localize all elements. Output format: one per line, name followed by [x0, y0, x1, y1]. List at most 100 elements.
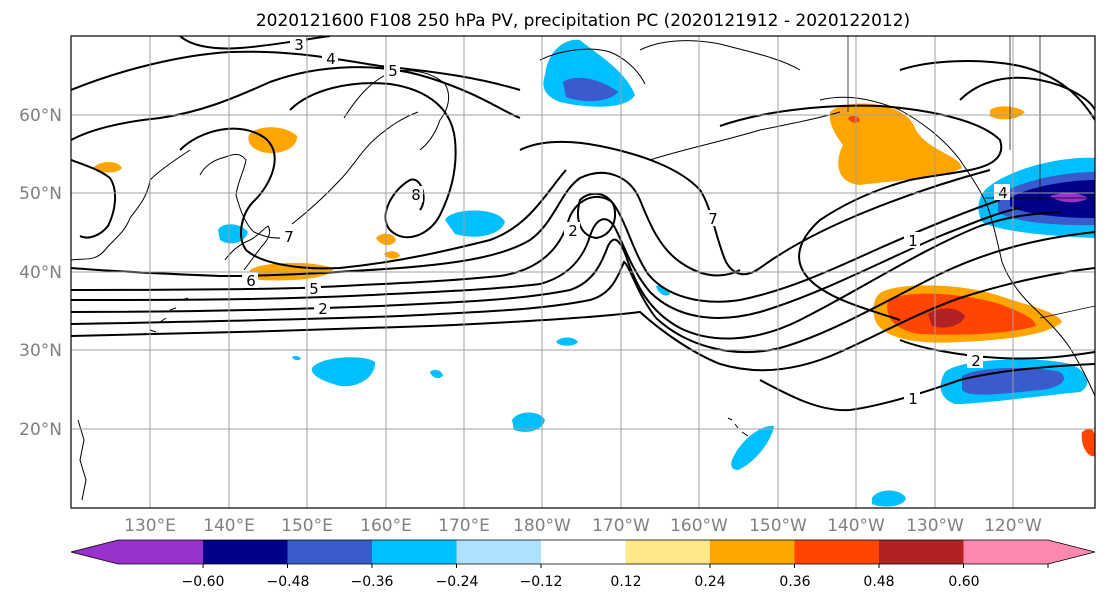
lon-label: 150°W	[749, 516, 807, 536]
colorbar-segment	[794, 540, 880, 564]
colorbar-outline	[70, 539, 1096, 565]
coast-ryukyu	[149, 297, 189, 333]
colorbar-tick-labels: −0.60 −0.48 −0.36 −0.24 −0.12 0.12 0.24 …	[182, 574, 980, 590]
pv-contour-4	[71, 50, 521, 91]
coast-kuril-kamchatka	[291, 111, 419, 225]
precip-blob-japan-north	[248, 127, 298, 154]
colorbar: −0.60 −0.48 −0.36 −0.24 −0.12 0.12 0.24 …	[70, 539, 1096, 590]
border-us-mexico	[1039, 305, 1095, 319]
pv-contour-7	[179, 127, 567, 270]
pv-contours	[71, 36, 1095, 412]
precip-blob-west-pacific-2	[430, 369, 443, 379]
precip-blob-small-2	[384, 251, 400, 259]
pv-contour-1-upper	[71, 267, 1095, 372]
lon-label: 130°W	[906, 516, 964, 536]
pv-contour-west	[71, 159, 116, 239]
precip-blob-kamchatka-core	[563, 77, 618, 102]
contour-label: 7	[708, 210, 718, 228]
pv-contour-6	[71, 172, 741, 278]
colorbar-segment	[710, 540, 795, 564]
contour-label: 6	[246, 272, 256, 290]
colorbar-segments	[71, 540, 1095, 564]
colorbar-segment	[963, 540, 1095, 564]
lon-label: 120°W	[984, 516, 1042, 536]
lon-label: 140°W	[827, 516, 885, 536]
coast-sea-of-okhotsk	[199, 153, 291, 239]
precip-blob-mexico	[1081, 428, 1095, 457]
precip-blob-pacific-nw-core	[1010, 180, 1095, 218]
lat-label: 20°N	[19, 420, 62, 440]
contour-label: 5	[388, 62, 398, 80]
lon-label: 150°E	[281, 516, 333, 536]
map-panel: 3 4 5 8 7 6 5 2 2 7 1	[70, 35, 1096, 509]
colorbar-segment	[203, 540, 288, 564]
colorbar-segment	[456, 540, 542, 564]
border-provinces	[1009, 36, 1041, 200]
contour-label: 8	[411, 186, 421, 204]
precip-blob-west	[93, 162, 122, 173]
coast-hawaii	[727, 417, 749, 437]
gridlines	[71, 36, 1095, 508]
colorbar-tick-label: −0.24	[436, 574, 479, 590]
colorbar-segment	[541, 540, 626, 564]
contour-label: 1	[908, 390, 918, 408]
coast-chukotka	[539, 48, 646, 85]
longitude-labels: 130°E 140°E 150°E 160°E 170°E 180°W 170°…	[124, 516, 1042, 536]
lon-label: 180°W	[513, 516, 571, 536]
pv-contour-5	[71, 66, 521, 141]
map-frame	[70, 35, 1096, 509]
lat-label: 30°N	[19, 341, 62, 361]
precip-blob-gulf-alaska-core	[848, 115, 860, 123]
latitude-labels: 60°N 50°N 40°N 30°N 20°N	[19, 106, 62, 440]
colorbar-segment	[71, 540, 203, 564]
pv-contour-ne	[899, 60, 1095, 121]
coast-west-us	[989, 213, 1095, 397]
precip-blob-mid-pacific	[445, 210, 505, 237]
coast-alaska-bc	[819, 96, 991, 215]
lon-label: 170°E	[438, 516, 490, 536]
lon-label: 160°W	[670, 516, 728, 536]
contour-label: 7	[284, 228, 294, 246]
precip-shading	[93, 39, 1095, 507]
pv-contour-5b	[71, 195, 1001, 303]
precip-blob-bc-coast	[990, 106, 1025, 120]
figure-title: 2020121600 F108 250 hPa PV, precipitatio…	[256, 11, 910, 31]
colorbar-segment	[287, 540, 373, 564]
colorbar-tick-label: 0.24	[694, 574, 725, 590]
colorbar-tick-label: 0.60	[948, 574, 979, 590]
pv-contour-2	[71, 231, 1095, 354]
precip-blob-west-pacific-1	[311, 357, 376, 387]
contour-label: 1	[908, 232, 918, 250]
pv-contour-ne2	[959, 76, 1095, 111]
pv-contour-3b	[71, 211, 1061, 340]
lon-label: 170°W	[592, 516, 650, 536]
coast-philippines	[77, 419, 87, 501]
contour-label: 4	[326, 50, 336, 68]
colorbar-segment	[625, 540, 711, 564]
colorbar-tick-label: −0.60	[182, 574, 225, 590]
precip-blob-hawaii-east	[731, 425, 774, 470]
pv-contour-1-ring	[719, 104, 1003, 321]
lon-label: 160°E	[360, 516, 412, 536]
pv-contour-2-south	[899, 339, 1095, 360]
precip-blob-south-1	[512, 412, 545, 432]
coastlines	[71, 36, 1095, 501]
colorbar-tick-label: 0.36	[779, 574, 810, 590]
precip-blob-gulf-alaska	[829, 103, 962, 185]
lon-label: 140°E	[203, 516, 255, 536]
colorbar-tick-label: 0.48	[863, 574, 894, 590]
precip-blob-california-offshore-core	[928, 308, 965, 328]
pv-contour-7-east	[519, 140, 991, 276]
colorbar-segment	[879, 540, 964, 564]
lat-label: 50°N	[19, 184, 62, 204]
contour-label: 2	[568, 222, 578, 240]
colorbar-tick-label: −0.12	[520, 574, 563, 590]
contour-label: 2	[971, 352, 981, 370]
colorbar-ticks	[202, 564, 1049, 568]
precip-blob-south-2	[872, 490, 906, 507]
colorbar-tick-label: −0.48	[267, 574, 310, 590]
precip-blob-west-pacific-3	[292, 355, 301, 361]
coast-alaska-north	[639, 40, 801, 71]
lat-label: 60°N	[19, 106, 62, 126]
